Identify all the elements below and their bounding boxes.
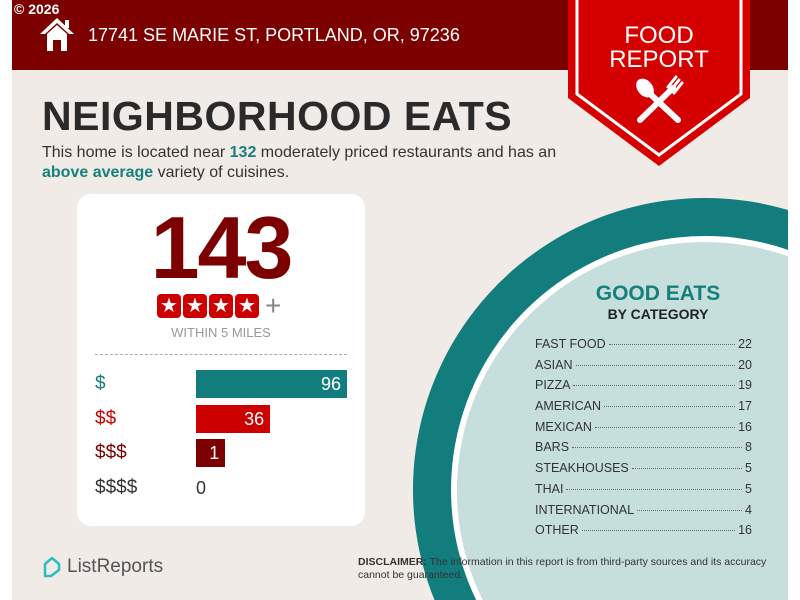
price-bar: 1	[196, 439, 226, 467]
category-count: 4	[745, 502, 752, 517]
star-icon: ★	[235, 294, 259, 318]
disclaimer-label: DISCLAIMER:	[358, 556, 427, 568]
price-row: $$$$ 0	[95, 474, 355, 502]
dot-leader	[581, 530, 736, 532]
dot-leader	[608, 344, 736, 345]
plus-icon: +	[265, 290, 282, 321]
category-row: OTHER 16	[535, 522, 752, 543]
category-row: STEAKHOUSES 5	[535, 460, 752, 481]
food-report-page: © 2026 17741 SE MARIE ST, PORTLAND, OR, …	[12, 0, 788, 600]
price-row: $$$ 1	[95, 439, 355, 467]
category-row: FAST FOOD 22	[535, 336, 752, 357]
price-bar: 36	[196, 404, 271, 433]
category-count: 16	[738, 523, 752, 538]
dot-leader	[594, 426, 736, 428]
category-row: ASIAN 20	[535, 357, 752, 378]
category-name: BARS	[535, 440, 570, 455]
category-row: AMERICAN 17	[535, 398, 752, 419]
category-row: THAI 5	[535, 481, 752, 502]
summary-card: 143 ★ ★ ★ ★ + WITHIN 5 MILES $96 $$ 36 $$$ 1 $$$$…	[77, 194, 365, 526]
category-name: MEXICAN	[535, 419, 592, 434]
star-icon: ★	[209, 294, 233, 318]
star-icon: ★	[183, 294, 207, 318]
home-icon	[40, 18, 74, 51]
disclaimer-text: The information in this report is from t…	[358, 556, 767, 581]
price-bar: 96	[196, 370, 347, 398]
price-label: $$$$	[95, 476, 138, 498]
within-label: WITHIN 5 MILES	[171, 325, 271, 340]
price-label: $	[95, 373, 106, 394]
dot-leader	[572, 447, 743, 449]
category-count: 16	[738, 419, 752, 434]
price-row: $$ 36	[95, 404, 355, 433]
category-row: INTERNATIONAL 4	[535, 502, 752, 523]
restaurant-count: 132	[229, 144, 257, 161]
categories-subtitle: BY CATEGORY	[607, 306, 709, 322]
copyright: © 2026	[14, 1, 60, 17]
intro-part1: This home is located near	[42, 144, 230, 161]
category-row: BARS 8	[535, 439, 752, 460]
category-count: 22	[738, 337, 752, 351]
listreports-logo: ListReports	[42, 556, 163, 578]
divider	[95, 354, 347, 355]
listreports-logo-icon	[43, 556, 61, 578]
star-icon: ★	[157, 294, 181, 318]
category-count: 5	[745, 461, 752, 476]
category-row: PIZZA 19	[535, 377, 752, 398]
page-title: NEIGHBORHOOD EATS	[42, 93, 513, 139]
price-row: $96	[95, 370, 355, 398]
dot-leader	[573, 385, 736, 387]
category-name: THAI	[535, 481, 564, 496]
star-rating: ★ ★ ★ ★ +	[157, 290, 282, 321]
category-count: 20	[738, 357, 752, 372]
category-count: 19	[738, 378, 752, 393]
category-count: 5	[745, 481, 752, 496]
price-label: $$	[95, 407, 117, 429]
category-count: 17	[738, 399, 752, 414]
address: 17741 SE MARIE ST, PORTLAND, OR, 97236	[88, 25, 460, 45]
dot-leader	[575, 364, 736, 366]
category-name: INTERNATIONAL	[535, 502, 635, 517]
dot-leader	[566, 488, 743, 490]
price-label: $$$	[95, 442, 127, 463]
category-name: PIZZA	[535, 378, 571, 393]
banner-line2: REPORT	[609, 46, 709, 73]
disclaimer: DISCLAIMER: The information in this repo…	[358, 556, 768, 582]
price-value: 0	[196, 477, 207, 498]
intro-part2: moderately priced restaurants and has an	[256, 144, 557, 161]
circle-inner-fill	[456, 242, 788, 600]
intro-text: This home is located near 132 moderately…	[42, 143, 582, 183]
utensils-icon	[636, 75, 684, 123]
variety-rating: above average	[42, 164, 154, 181]
dot-leader	[603, 406, 736, 408]
categories-title: GOOD EATS	[595, 282, 721, 305]
total-restaurants: 143	[150, 198, 294, 297]
category-name: OTHER	[535, 523, 579, 538]
dot-leader	[637, 509, 743, 511]
food-report-banner	[568, 0, 750, 166]
category-count: 8	[745, 440, 752, 455]
category-row: MEXICAN 16	[535, 419, 752, 440]
dot-leader	[631, 468, 743, 470]
category-name: ASIAN	[535, 357, 573, 372]
category-list: FAST FOOD 22 ASIAN 20 PIZZA 19 AMERICAN 17 MEXIC…	[535, 336, 752, 543]
category-name: FAST FOOD	[535, 337, 606, 351]
category-circle	[412, 197, 788, 600]
banner-line1: FOOD	[624, 22, 694, 49]
logo-text: ListReports	[67, 556, 164, 577]
category-name: AMERICAN	[535, 399, 601, 414]
intro-part3: variety of cuisines.	[153, 164, 290, 181]
category-name: STEAKHOUSES	[535, 461, 629, 476]
